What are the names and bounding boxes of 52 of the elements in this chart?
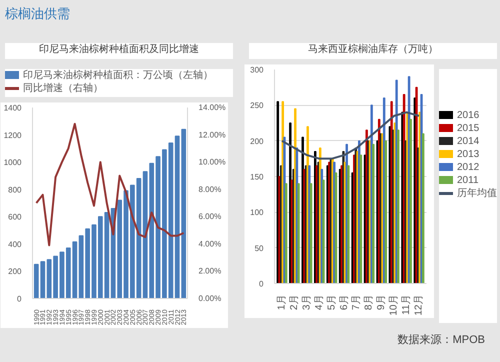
- legend-label: 2012: [456, 161, 480, 174]
- legend-label: 2013: [456, 148, 480, 161]
- y2-tick-label: 4.00%: [198, 239, 222, 248]
- x-tick-label: 6月: [338, 294, 350, 310]
- bar: [181, 128, 186, 298]
- x-tick-label: 8月: [364, 294, 375, 310]
- y2-tick-label: 8.00%: [198, 184, 222, 194]
- legend-label: 2015: [456, 122, 480, 135]
- x-tick-label: 5月: [326, 294, 338, 310]
- y2-tick-label: 6.00%: [198, 212, 222, 222]
- y-tick-label: 50: [254, 244, 264, 253]
- y2-tick-label: 12.00%: [198, 130, 226, 140]
- y-tick-label: 250: [250, 101, 264, 110]
- y2-tick-label: 10.00%: [198, 158, 226, 167]
- y-tick-label: 1400: [4, 104, 22, 112]
- y-tick-label: 200: [8, 267, 22, 276]
- x-tick-label: 2月: [288, 294, 300, 310]
- legend-label: 2011: [456, 174, 480, 187]
- x-tick-label: 3月: [301, 294, 312, 310]
- source-note: 数据来源：MPOB: [398, 333, 485, 348]
- y2-tick-label: 0.00%: [198, 294, 222, 303]
- y-tick-label: 800: [8, 185, 22, 194]
- x-tick-label: 11月: [401, 294, 412, 315]
- x-tick-label: 1月: [276, 294, 288, 310]
- line-series: [280, 111, 420, 160]
- y-tick-label: 0: [259, 280, 264, 288]
- chart-title: 马来西亚棕榈油库存（万吨）: [308, 43, 438, 57]
- chart-title: 印尼马来油棕树种植面积及同比增速: [39, 43, 199, 57]
- text: 棕榈油供需: [5, 5, 70, 23]
- bar: [34, 264, 39, 298]
- line-series: [35, 122, 185, 246]
- legend-label: 2016: [456, 109, 480, 122]
- legend-label: 印尼马来油棕树种植面积：万公顷（左轴）: [22, 69, 213, 82]
- y-tick-label: 300: [250, 66, 264, 74]
- y2-tick-label: 2.00%: [198, 266, 222, 276]
- legend-label: 历年均值: [456, 187, 497, 200]
- y-tick-label: 1200: [4, 130, 22, 140]
- x-tick-label: 10月: [388, 294, 400, 316]
- y-tick-label: 100: [250, 208, 264, 218]
- x-tick-label: 7月: [351, 294, 362, 310]
- y2-tick-label: 14.00%: [198, 103, 226, 112]
- y-tick-label: 400: [8, 240, 22, 249]
- x-tick-label: 9月: [376, 294, 388, 310]
- y-tick-label: 1000: [4, 158, 22, 168]
- legend-label: 2014: [456, 135, 480, 148]
- x-tick-label: 4月: [314, 294, 325, 310]
- y-tick-label: 200: [250, 136, 264, 146]
- legend-label: 同比增速（右轴）: [22, 82, 104, 95]
- y-tick-label: 0: [17, 294, 22, 304]
- y-tick-label: 150: [250, 172, 264, 182]
- y-tick-label: 600: [8, 212, 22, 222]
- x-tick-label: 12月: [414, 294, 425, 316]
